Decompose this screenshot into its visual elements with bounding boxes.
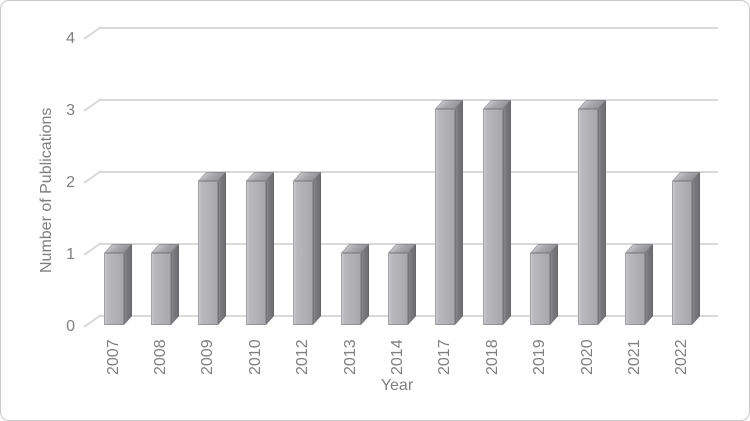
- x-tick-label: 2020: [578, 339, 596, 375]
- x-tick-label: 2014: [388, 339, 406, 375]
- bar-side-face: [644, 243, 653, 325]
- bar-front-face: [624, 253, 645, 325]
- bar-front-face: [293, 181, 314, 325]
- bar-side-face: [502, 99, 511, 325]
- bar-side-face: [265, 171, 274, 325]
- x-tick-label: 2022: [673, 339, 691, 375]
- bar-front-face: [530, 253, 551, 325]
- y-gridline: [101, 27, 718, 29]
- y-gridline-diagonal: [83, 26, 102, 40]
- y-gridline: [101, 99, 718, 101]
- bar-side-face: [550, 243, 559, 325]
- x-tick-label: 2010: [246, 339, 264, 375]
- y-gridline-diagonal: [83, 314, 102, 328]
- bar-2021: [624, 243, 653, 325]
- y-gridline-diagonal: [83, 170, 102, 184]
- bar-side-face: [360, 243, 369, 325]
- y-tick-label: 3: [66, 102, 75, 119]
- bar-2017: [435, 99, 464, 325]
- bar-2014: [387, 243, 416, 325]
- x-tick-label: 2021: [625, 339, 643, 375]
- bar-2009: [198, 171, 227, 325]
- x-tick-label: 2019: [531, 339, 549, 375]
- x-tick-label: 2009: [199, 339, 217, 375]
- bar-front-face: [387, 253, 408, 325]
- bar-side-face: [597, 99, 606, 325]
- bar-front-face: [150, 253, 171, 325]
- y-tick-label: 2: [66, 174, 75, 191]
- bar-side-face: [313, 171, 322, 325]
- bar-front-face: [577, 109, 598, 325]
- bar-2019: [530, 243, 559, 325]
- bar-2013: [340, 243, 369, 325]
- bar-2010: [245, 171, 274, 325]
- x-tick-label: 2012: [294, 339, 312, 375]
- y-tick-label: 1: [66, 246, 75, 263]
- bar-front-face: [340, 253, 361, 325]
- bar-side-face: [170, 243, 179, 325]
- bar-front-face: [672, 181, 693, 325]
- bar-side-face: [123, 243, 132, 325]
- bar-2018: [482, 99, 511, 325]
- y-tick-label: 4: [66, 30, 75, 47]
- bar-side-face: [218, 171, 227, 325]
- bar-front-face: [435, 109, 456, 325]
- bar-side-face: [692, 171, 701, 325]
- bar-2020: [577, 99, 606, 325]
- bar-2008: [150, 243, 179, 325]
- y-gridline: [101, 171, 718, 173]
- y-axis-title: Number of Publications: [38, 107, 55, 273]
- bar-2012: [293, 171, 322, 325]
- y-tick-label: 0: [66, 318, 75, 335]
- y-gridline: [101, 243, 718, 245]
- bar-front-face: [198, 181, 219, 325]
- y-gridline-diagonal: [83, 98, 102, 112]
- bar-2022: [672, 171, 701, 325]
- x-tick-label: 2013: [341, 339, 359, 375]
- x-axis-title: Year: [380, 377, 414, 394]
- x-tick-label: 2018: [483, 339, 501, 375]
- bar-2007: [103, 243, 132, 325]
- y-gridline-diagonal: [83, 242, 102, 256]
- bar-front-face: [245, 181, 266, 325]
- x-tick-label: 2017: [436, 339, 454, 375]
- x-tick-label: 2007: [104, 339, 122, 375]
- bar-front-face: [103, 253, 124, 325]
- bar-side-face: [407, 243, 416, 325]
- bar-front-face: [482, 109, 503, 325]
- bar-side-face: [455, 99, 464, 325]
- x-tick-label: 2008: [151, 339, 169, 375]
